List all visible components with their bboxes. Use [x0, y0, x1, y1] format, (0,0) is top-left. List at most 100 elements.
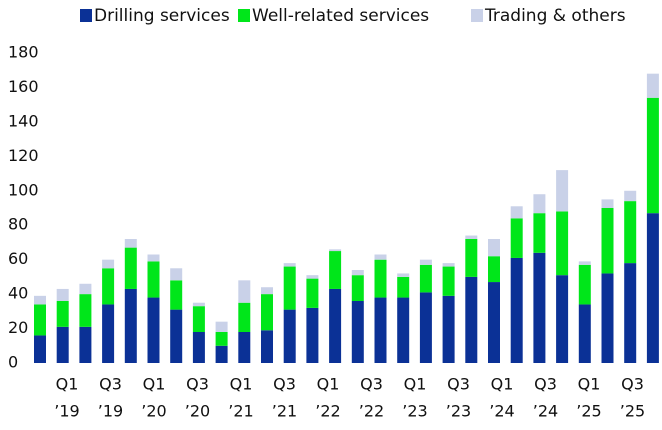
- x-tick-label: Q3: [621, 375, 644, 394]
- x-tick-label: ’22: [359, 402, 384, 421]
- bar-segment: [238, 332, 251, 363]
- x-tick-label: ’21: [228, 402, 253, 421]
- bar-segment: [419, 259, 432, 265]
- legend-swatch: [238, 9, 250, 22]
- bar-segment: [646, 213, 659, 363]
- bar-segment: [329, 249, 342, 252]
- bar-segment: [624, 201, 637, 264]
- bar-segment: [56, 326, 69, 363]
- x-tick-label: ’21: [272, 402, 297, 421]
- bar-segment: [624, 263, 637, 363]
- x-tick-label: ’19: [98, 402, 123, 421]
- bar-segment: [419, 292, 432, 363]
- bar-segment: [533, 213, 546, 253]
- bar-segment: [34, 304, 46, 336]
- y-tick-label: 100: [8, 180, 39, 199]
- bar-segment: [578, 304, 591, 363]
- bar-segment: [283, 263, 296, 267]
- bar-segment: [192, 302, 205, 307]
- bar-segment: [215, 332, 228, 346]
- x-tick-label: Q3: [447, 375, 470, 394]
- bar-segment: [488, 239, 500, 257]
- x-tick-label: ’19: [54, 402, 79, 421]
- bar-segment: [306, 307, 319, 363]
- bar-segment: [147, 261, 160, 298]
- x-tick-label: ’25: [576, 402, 601, 421]
- bar-segment: [601, 273, 614, 363]
- bar-segment: [442, 266, 455, 296]
- x-tick-label: Q3: [534, 375, 557, 394]
- y-tick-label: 180: [8, 43, 39, 62]
- x-tick-label: Q3: [360, 375, 383, 394]
- x-tick-label: ’24: [533, 402, 558, 421]
- bar-segment: [79, 326, 92, 363]
- y-tick-label: 0: [8, 353, 18, 372]
- x-tick-label: Q1: [491, 375, 514, 394]
- bar-segment: [306, 275, 319, 279]
- bar-segment: [283, 309, 296, 363]
- legend-swatch: [471, 9, 483, 22]
- bar-segment: [351, 301, 364, 363]
- bar-segment: [510, 206, 523, 219]
- bar-segment: [465, 239, 478, 277]
- y-tick-label: 120: [8, 146, 39, 165]
- bar-segment: [329, 288, 342, 363]
- bar-segment: [601, 199, 614, 208]
- bar-segment: [192, 332, 205, 363]
- bar-segment: [34, 335, 46, 363]
- bar-segment: [351, 270, 364, 276]
- bar-segment: [601, 208, 614, 274]
- x-tick-label: ’25: [620, 402, 645, 421]
- bar-segment: [102, 259, 115, 269]
- x-tick-label: ’22: [315, 402, 340, 421]
- bar-segment: [329, 251, 342, 289]
- bar-segment: [124, 239, 137, 248]
- bar-segment: [419, 264, 432, 293]
- bar-segment: [351, 275, 364, 301]
- y-tick-label: 20: [8, 318, 28, 337]
- bar-segment: [147, 254, 160, 262]
- y-tick-label: 140: [8, 111, 39, 130]
- legend-swatch: [80, 9, 92, 22]
- bar-segment: [533, 252, 546, 363]
- x-tick-label: Q1: [404, 375, 427, 394]
- bar-segment: [442, 263, 455, 267]
- bar-segment: [556, 170, 569, 212]
- x-tick-label: Q1: [56, 375, 79, 394]
- bar-segment: [170, 280, 183, 310]
- bar-segment: [102, 268, 115, 305]
- y-tick-label: 60: [8, 249, 28, 268]
- bar-segment: [56, 301, 69, 327]
- bar-segment: [465, 276, 478, 363]
- y-tick-label: 40: [8, 284, 28, 303]
- bar-segment: [578, 264, 591, 305]
- x-tick-label: Q3: [99, 375, 122, 394]
- y-tick-label: 80: [8, 215, 28, 234]
- x-tick-label: ’23: [446, 402, 471, 421]
- bar-segment: [510, 257, 523, 363]
- bar-segment: [465, 235, 478, 239]
- bar-segment: [442, 295, 455, 363]
- bar-segment: [56, 288, 69, 301]
- bar-segment: [215, 321, 228, 332]
- legend-label: Well-related services: [252, 6, 429, 26]
- bar-segment: [374, 259, 387, 298]
- x-tick-label: Q1: [230, 375, 253, 394]
- bar-segment: [306, 278, 319, 308]
- bar-segment: [283, 266, 296, 310]
- bar-segment: [397, 276, 410, 298]
- bar-segment: [79, 294, 92, 327]
- bar-segment: [533, 194, 546, 214]
- bar-segment: [624, 190, 637, 202]
- x-tick-label: Q3: [273, 375, 296, 394]
- bar-segment: [374, 297, 387, 363]
- x-tick-label: Q1: [317, 375, 340, 394]
- x-tick-label: ’20: [141, 402, 166, 421]
- x-tick-label: ’20: [185, 402, 210, 421]
- bar-segment: [124, 288, 137, 363]
- bar-segment: [578, 261, 591, 265]
- bar-segment: [488, 256, 500, 283]
- bar-segment: [261, 294, 273, 331]
- bar-segment: [397, 273, 410, 277]
